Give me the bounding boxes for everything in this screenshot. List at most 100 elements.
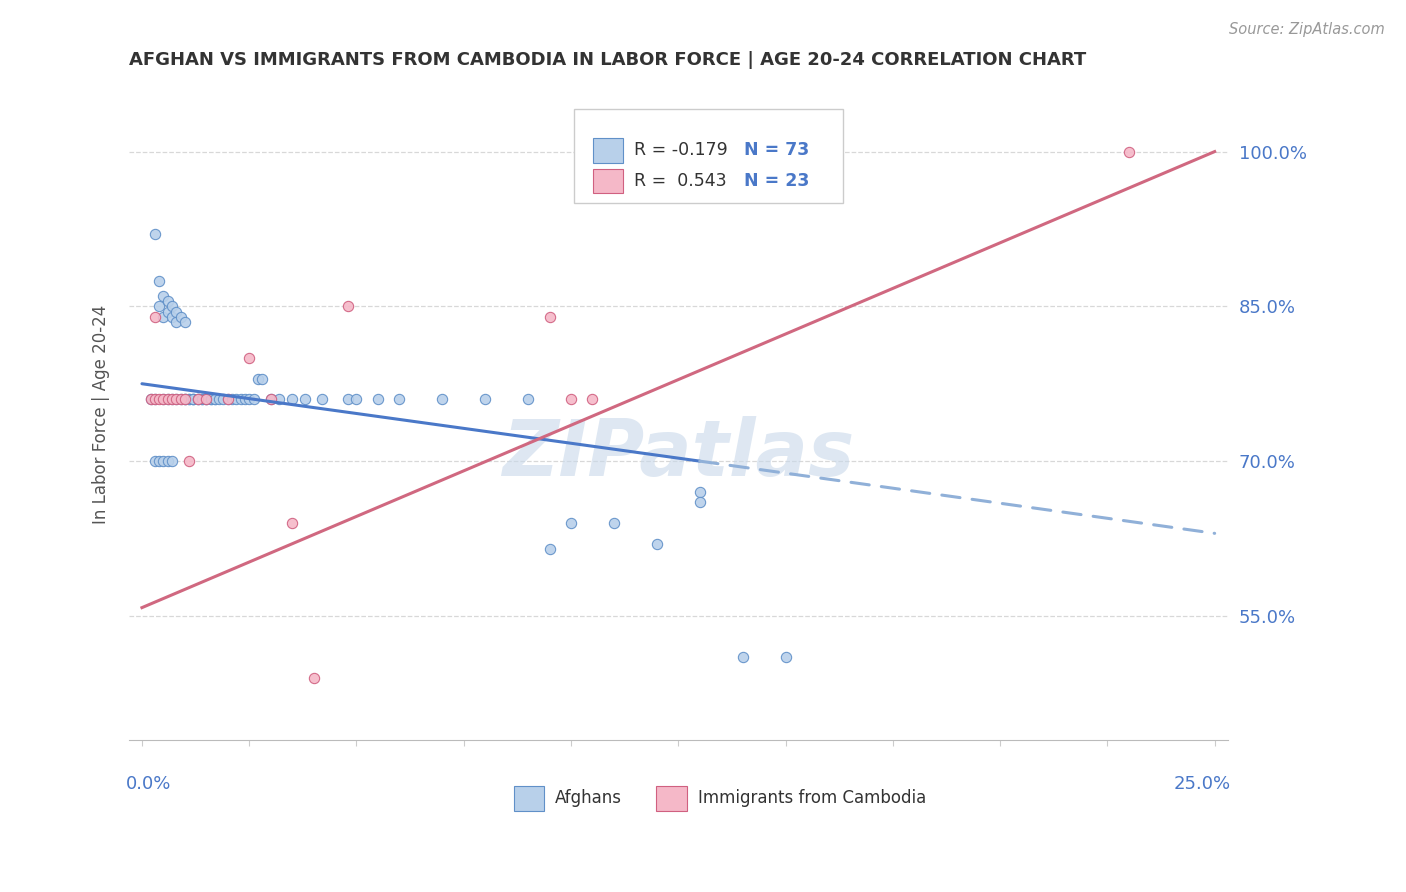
Text: Immigrants from Cambodia: Immigrants from Cambodia — [697, 789, 927, 807]
Point — [187, 392, 209, 407]
Point — [139, 392, 162, 407]
Point — [281, 516, 304, 530]
Point — [187, 392, 209, 407]
Point — [200, 392, 222, 407]
Point — [204, 392, 226, 407]
FancyBboxPatch shape — [592, 169, 623, 194]
Point — [143, 392, 166, 407]
Point — [208, 392, 231, 407]
Point — [160, 299, 183, 313]
Point — [689, 495, 711, 509]
Point — [143, 227, 166, 241]
Point — [260, 392, 283, 407]
Point — [165, 304, 187, 318]
Point — [148, 299, 170, 313]
Point — [645, 536, 668, 550]
Point — [156, 454, 179, 468]
Point — [148, 274, 170, 288]
Point — [160, 392, 183, 407]
Point — [191, 392, 214, 407]
Point — [152, 454, 174, 468]
Point — [538, 310, 561, 324]
Point — [195, 392, 218, 407]
Text: N = 23: N = 23 — [744, 172, 810, 190]
Point — [336, 392, 359, 407]
Point — [217, 392, 239, 407]
Point — [217, 392, 239, 407]
Point — [173, 392, 195, 407]
Y-axis label: In Labor Force | Age 20-24: In Labor Force | Age 20-24 — [93, 305, 110, 524]
Point — [152, 392, 174, 407]
Point — [169, 392, 191, 407]
Text: 0.0%: 0.0% — [125, 775, 172, 794]
Point — [169, 310, 191, 324]
Point — [148, 454, 170, 468]
Point — [474, 392, 496, 407]
Point — [148, 392, 170, 407]
Point — [689, 485, 711, 500]
Point — [179, 392, 201, 407]
Point — [560, 516, 582, 530]
Point — [143, 310, 166, 324]
Text: N = 73: N = 73 — [744, 141, 810, 159]
Point — [221, 392, 243, 407]
Point — [302, 671, 325, 685]
Point — [191, 392, 214, 407]
Point — [432, 392, 454, 407]
Point — [156, 304, 179, 318]
Point — [260, 392, 283, 407]
Point — [152, 310, 174, 324]
Point — [246, 371, 269, 385]
Point — [517, 392, 540, 407]
Point — [165, 392, 187, 407]
Point — [212, 392, 235, 407]
Point — [165, 392, 187, 407]
Point — [173, 315, 195, 329]
FancyBboxPatch shape — [592, 137, 623, 162]
Point — [160, 454, 183, 468]
Point — [1118, 145, 1140, 159]
Point — [179, 454, 201, 468]
Text: AFGHAN VS IMMIGRANTS FROM CAMBODIA IN LABOR FORCE | AGE 20-24 CORRELATION CHART: AFGHAN VS IMMIGRANTS FROM CAMBODIA IN LA… — [129, 51, 1087, 69]
Point — [183, 392, 205, 407]
FancyBboxPatch shape — [657, 786, 688, 811]
Point — [250, 371, 273, 385]
Text: Afghans: Afghans — [555, 789, 623, 807]
Point — [200, 392, 222, 407]
Point — [187, 392, 209, 407]
Text: 25.0%: 25.0% — [1174, 775, 1230, 794]
Point — [225, 392, 247, 407]
Text: R = -0.179: R = -0.179 — [634, 141, 728, 159]
Point — [242, 392, 264, 407]
Point — [281, 392, 304, 407]
Point — [367, 392, 389, 407]
Text: Source: ZipAtlas.com: Source: ZipAtlas.com — [1229, 22, 1385, 37]
Point — [560, 392, 582, 407]
Point — [152, 392, 174, 407]
Point — [143, 392, 166, 407]
Point — [538, 541, 561, 556]
Point — [165, 315, 187, 329]
FancyBboxPatch shape — [513, 786, 544, 811]
Point — [195, 392, 218, 407]
Point — [183, 392, 205, 407]
Point — [160, 392, 183, 407]
Point — [238, 351, 260, 365]
Point — [204, 392, 226, 407]
FancyBboxPatch shape — [574, 109, 844, 203]
Point — [183, 392, 205, 407]
Point — [336, 299, 359, 313]
Text: R =  0.543: R = 0.543 — [634, 172, 727, 190]
Point — [152, 289, 174, 303]
Text: ZIPatlas: ZIPatlas — [502, 416, 855, 491]
Point — [173, 392, 195, 407]
Point — [388, 392, 411, 407]
Point — [311, 392, 333, 407]
Point — [139, 392, 162, 407]
Point — [160, 310, 183, 324]
Point — [195, 392, 218, 407]
Point — [346, 392, 368, 407]
Point — [731, 650, 754, 665]
Point — [156, 294, 179, 309]
Point — [294, 392, 316, 407]
